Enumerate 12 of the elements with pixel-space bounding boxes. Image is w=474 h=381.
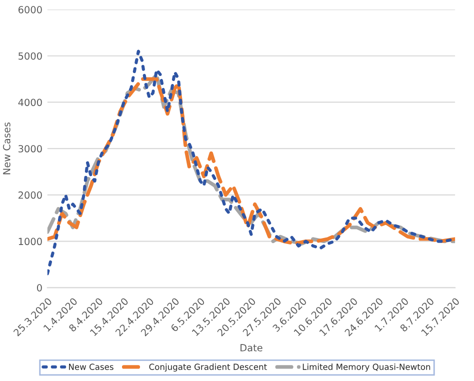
y-tick-label: 6000 xyxy=(18,6,42,14)
legend-label: Limited Memory Quasi-Newton xyxy=(302,364,430,372)
y-tick-label: 2000 xyxy=(18,191,42,199)
legend-label: New Cases xyxy=(69,364,114,370)
y-axis-title: New Cases xyxy=(3,122,10,174)
y-tick-label: 0 xyxy=(36,284,42,292)
legend-label: Conjugate Gradient Descent xyxy=(149,364,267,372)
y-tick-label: 4000 xyxy=(18,98,42,106)
y-tick-label: 3000 xyxy=(18,145,42,152)
y-tick-label: 5000 xyxy=(18,52,42,60)
x-axis-title: Date xyxy=(240,344,262,352)
y-tick-label: 1000 xyxy=(18,238,42,246)
